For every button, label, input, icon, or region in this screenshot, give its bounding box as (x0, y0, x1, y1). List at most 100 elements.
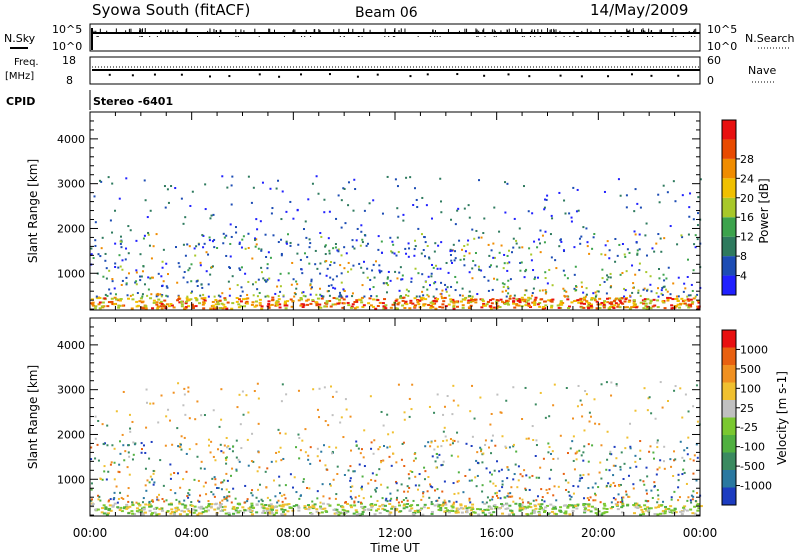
heatmap-cell (690, 302, 694, 305)
heatmap-cell (456, 480, 459, 483)
heatmap-cell (465, 507, 469, 510)
heatmap-cell (386, 486, 389, 489)
heatmap-cell (637, 289, 640, 292)
heatmap-cell (681, 506, 685, 509)
heatmap-cell (201, 234, 204, 237)
heatmap-cell (622, 496, 625, 499)
heatmap-cell (506, 285, 509, 288)
heatmap-cell (243, 501, 246, 504)
nsearch-point (384, 36, 386, 37)
heatmap-cell (90, 499, 93, 502)
heatmap-cell (687, 233, 690, 236)
nsearch-point (219, 36, 221, 37)
heatmap-cell (349, 490, 352, 493)
heatmap-cell (190, 501, 193, 504)
heatmap-cell (463, 245, 466, 248)
heatmap-cell (382, 307, 386, 310)
heatmap-cell (307, 508, 311, 511)
heatmap-cell (436, 488, 439, 491)
heatmap-cell (610, 501, 613, 504)
heatmap-cell (261, 511, 265, 514)
heatmap-cell (250, 460, 253, 463)
heatmap-cell (184, 302, 188, 305)
heatmap-cell (693, 512, 697, 515)
heatmap-cell (438, 453, 441, 456)
heatmap-cell (241, 390, 244, 393)
heatmap-cell (575, 507, 579, 510)
heatmap-cell (372, 452, 375, 455)
heatmap-cell (146, 479, 149, 482)
heatmap-cell (451, 298, 455, 301)
heatmap-cell (316, 408, 319, 411)
heatmap-cell (337, 302, 341, 305)
heatmap-cell (387, 433, 390, 436)
heatmap-cell (628, 251, 631, 254)
heatmap-cell (216, 247, 219, 250)
heatmap-cell (375, 509, 379, 512)
heatmap-cell (451, 261, 454, 264)
heatmap-cell (564, 510, 568, 513)
heatmap-cell (269, 506, 273, 509)
heatmap-cell (632, 299, 636, 302)
heatmap-cell (107, 500, 110, 503)
heatmap-cell (582, 297, 586, 300)
heatmap-cell (305, 236, 308, 239)
heatmap-cell (230, 184, 233, 187)
heatmap-cell (129, 430, 132, 433)
heatmap-cell (225, 436, 228, 439)
heatmap-cell (464, 474, 467, 477)
heatmap-cell (347, 204, 350, 207)
heatmap-cell (461, 287, 464, 290)
heatmap-cell (104, 442, 107, 445)
heatmap-cell (580, 454, 583, 457)
heatmap-cell (375, 473, 378, 476)
heatmap-cell (320, 511, 324, 514)
heatmap-cell (677, 499, 680, 502)
heatmap-cell (428, 256, 431, 259)
heatmap-cell (209, 217, 212, 220)
heatmap-cell (608, 257, 611, 260)
heatmap-cell (689, 508, 693, 511)
heatmap-cell (406, 485, 409, 488)
heatmap-cell (220, 302, 224, 305)
heatmap-cell (544, 292, 547, 295)
heatmap-cell (638, 248, 641, 251)
heatmap-cell (107, 301, 111, 304)
heatmap-cell (202, 301, 206, 304)
heatmap-cell (662, 460, 665, 463)
heatmap-cell (148, 481, 151, 484)
heatmap-cell (507, 492, 510, 495)
heatmap-cell (194, 254, 197, 257)
heatmap-cell (349, 477, 352, 480)
heatmap-cell (245, 302, 249, 305)
heatmap-cell (324, 420, 327, 423)
heatmap-cell (102, 504, 106, 507)
heatmap-cell (590, 306, 594, 309)
heatmap-cell (221, 175, 224, 178)
heatmap-cell (219, 501, 222, 504)
heatmap-cell (396, 496, 399, 499)
heatmap-cell (328, 252, 331, 255)
heatmap-cell (594, 482, 597, 485)
heatmap-cell (498, 470, 501, 473)
heatmap-cell (606, 274, 609, 277)
heatmap-cell (292, 505, 296, 508)
heatmap-cell (420, 233, 423, 236)
heatmap-cell (587, 302, 591, 305)
heatmap-cell (325, 301, 329, 304)
heatmap-cell (469, 410, 472, 413)
heatmap-cell (529, 306, 533, 309)
heatmap-cell (454, 223, 457, 226)
heatmap-cell (358, 494, 361, 497)
freq-tick-low: 8 (66, 74, 73, 87)
heatmap-cell (323, 198, 326, 201)
heatmap-cell (589, 496, 592, 499)
heatmap-cell (423, 503, 427, 506)
heatmap-cell (663, 445, 666, 448)
heatmap-cell (150, 276, 153, 279)
heatmap-cell (360, 296, 364, 299)
heatmap-cell (682, 290, 685, 293)
heatmap-cell (351, 245, 354, 248)
heatmap-cell (438, 305, 442, 308)
heatmap-cell (503, 283, 506, 286)
